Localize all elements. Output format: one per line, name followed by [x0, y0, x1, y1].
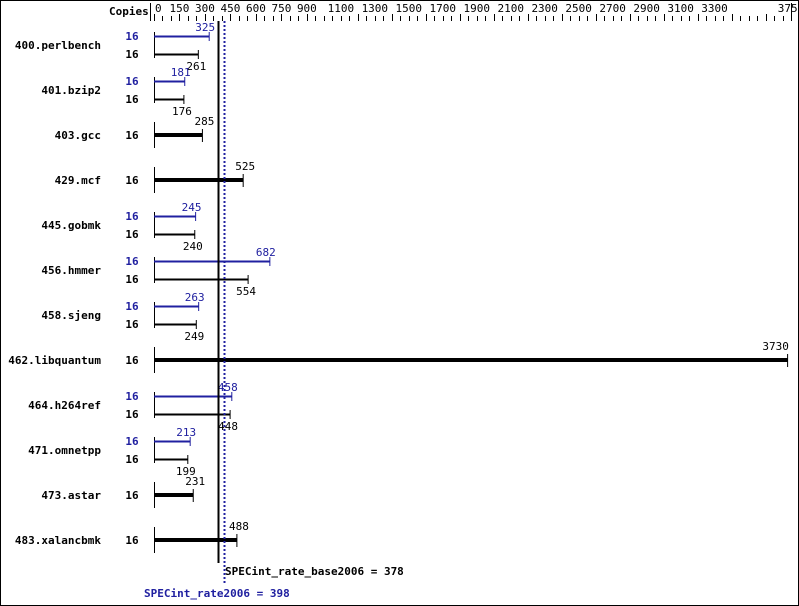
- axis-tick-label: 0: [155, 2, 162, 15]
- axis-tick-label: 3750: [778, 2, 798, 15]
- benchmark-label: 401.bzip2: [41, 84, 101, 97]
- copies-header: Copies: [109, 5, 149, 18]
- benchmark-label: 462.libquantum: [8, 354, 101, 367]
- base-metric-label: SPECint_rate_base2006 = 378: [225, 565, 404, 578]
- benchmark-label: 464.h264ref: [28, 399, 101, 412]
- peak-value-label: 458: [218, 381, 238, 394]
- axis-tick-label: 150: [170, 2, 190, 15]
- base-value-label: 488: [229, 520, 249, 533]
- peak-copies: 16: [125, 30, 139, 43]
- axis-tick-label: 2300: [531, 2, 558, 15]
- base-copies: 16: [125, 93, 139, 106]
- base-copies: 16: [125, 489, 139, 502]
- axis-tick-label: 300: [195, 2, 215, 15]
- base-copies: 16: [125, 273, 139, 286]
- base-copies: 16: [125, 129, 139, 142]
- base-copies: 16: [125, 408, 139, 421]
- base-value-label: 285: [194, 115, 214, 128]
- benchmark-label: 483.xalancbmk: [15, 534, 101, 547]
- benchmark-label: 458.sjeng: [41, 309, 101, 322]
- peak-copies: 16: [125, 435, 139, 448]
- base-value-label: 554: [236, 285, 256, 298]
- base-value-label: 176: [172, 105, 192, 118]
- axis-tick-label: 2700: [599, 2, 626, 15]
- peak-copies: 16: [125, 75, 139, 88]
- peak-copies: 16: [125, 255, 139, 268]
- base-copies: 16: [125, 453, 139, 466]
- benchmark-label: 429.mcf: [55, 174, 101, 187]
- peak-value-label: 181: [171, 66, 191, 79]
- base-copies: 16: [125, 534, 139, 547]
- benchmark-label: 445.gobmk: [41, 219, 101, 232]
- base-value-label: 199: [176, 465, 196, 478]
- axis-tick-label: 1900: [463, 2, 490, 15]
- peak-copies: 16: [125, 210, 139, 223]
- axis-tick-label: 2900: [633, 2, 660, 15]
- axis-tick-label: 1100: [328, 2, 355, 15]
- base-copies: 16: [125, 354, 139, 367]
- peak-value-label: 213: [176, 426, 196, 439]
- benchmark-label: 456.hmmer: [41, 264, 101, 277]
- base-copies: 16: [125, 48, 139, 61]
- axis-tick-label: 1500: [396, 2, 423, 15]
- base-copies: 16: [125, 318, 139, 331]
- base-value-label: 525: [235, 160, 255, 173]
- peak-copies: 16: [125, 390, 139, 403]
- peak-copies: 16: [125, 300, 139, 313]
- benchmark-label: 400.perlbench: [15, 39, 101, 52]
- axis-tick-label: 900: [297, 2, 317, 15]
- base-value-label: 448: [218, 420, 238, 433]
- base-copies: 16: [125, 174, 139, 187]
- peak-metric-label: SPECint_rate2006 = 398: [144, 587, 290, 600]
- axis-tick-label: 3300: [701, 2, 728, 15]
- benchmark-label: 471.omnetpp: [28, 444, 101, 457]
- base-value-label: 261: [186, 60, 206, 73]
- peak-value-label: 245: [182, 201, 202, 214]
- benchmark-label: 473.astar: [41, 489, 101, 502]
- axis-tick-label: 2500: [565, 2, 592, 15]
- axis-tick-label: 750: [271, 2, 291, 15]
- axis-tick-label: 3100: [667, 2, 694, 15]
- benchmark-label: 403.gcc: [55, 129, 101, 142]
- axis-tick-label: 600: [246, 2, 266, 15]
- base-value-label: 240: [183, 240, 203, 253]
- axis-tick-label: 1300: [362, 2, 389, 15]
- peak-value-label: 682: [256, 246, 276, 259]
- axis-tick-label: 2100: [497, 2, 524, 15]
- peak-value-label: 263: [185, 291, 205, 304]
- base-value-label: 231: [185, 475, 205, 488]
- axis-tick-label: 1700: [430, 2, 457, 15]
- base-value-label: 3730: [762, 340, 789, 353]
- base-copies: 16: [125, 228, 139, 241]
- axis-tick-label: 450: [221, 2, 241, 15]
- base-value-label: 249: [184, 330, 204, 343]
- peak-value-label: 325: [195, 21, 215, 34]
